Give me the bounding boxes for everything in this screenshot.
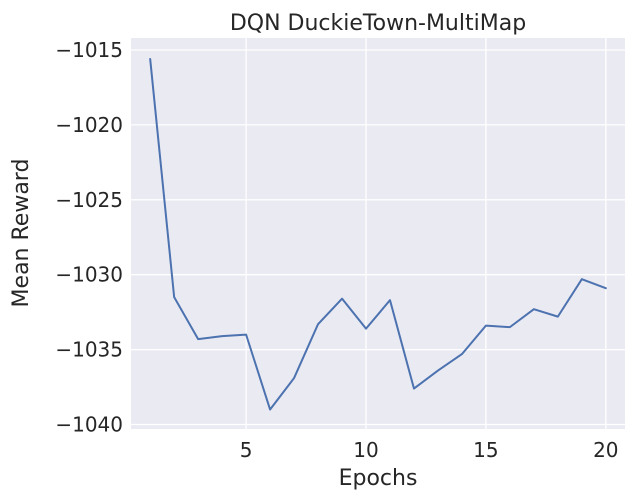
x-tick-label: 20 — [593, 438, 618, 462]
x-tick-label: 5 — [240, 438, 253, 462]
x-axis-label: Epochs — [339, 466, 418, 491]
y-tick-labels: −1040 −1035 −1030 −1025 −1020 −1015 — [55, 38, 123, 437]
y-axis-label: Mean Reward — [9, 159, 34, 308]
x-tick-label: 10 — [353, 438, 378, 462]
x-tick-labels: 5 10 15 20 — [240, 438, 619, 462]
plot-background — [131, 38, 625, 429]
y-tick-label: −1035 — [55, 338, 123, 362]
chart-title: DQN DuckieTown-MultiMap — [230, 11, 526, 36]
y-tick-label: −1020 — [55, 113, 123, 137]
y-tick-label: −1030 — [55, 263, 123, 287]
y-tick-label: −1015 — [55, 38, 123, 62]
series-group — [149, 57, 607, 411]
y-tick-label: −1025 — [55, 188, 123, 212]
x-gridlines — [245, 38, 607, 429]
y-gridlines — [131, 49, 625, 426]
y-tick-label: −1040 — [55, 413, 123, 437]
x-tick-label: 15 — [473, 438, 498, 462]
series-line — [149, 57, 607, 411]
